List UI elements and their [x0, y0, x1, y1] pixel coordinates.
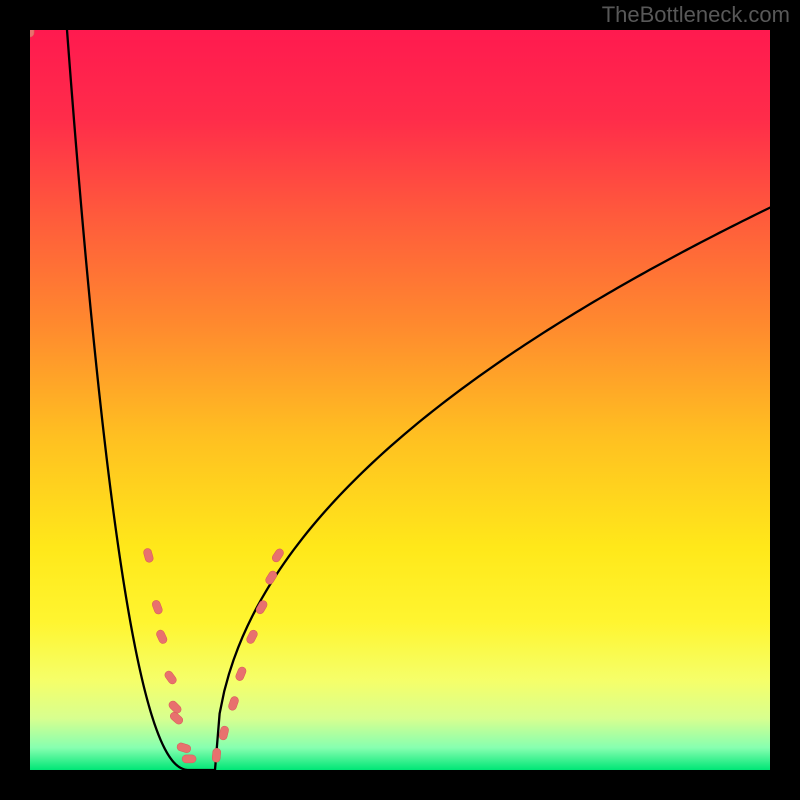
chart-container: TheBottleneck.com	[0, 0, 800, 800]
bottleneck-curve-plot	[30, 30, 770, 770]
watermark-text: TheBottleneck.com	[602, 2, 790, 28]
marker-point	[182, 755, 196, 763]
marker-point	[212, 748, 221, 763]
plot-background	[30, 30, 770, 770]
